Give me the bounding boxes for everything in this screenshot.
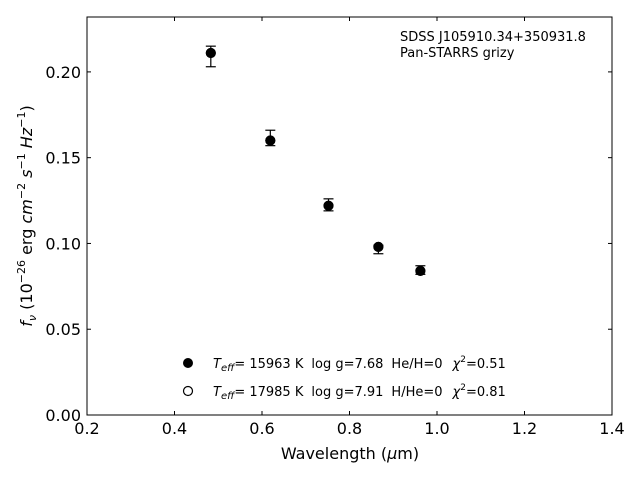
x-tick-label: 0.6 bbox=[249, 419, 274, 438]
data-point-filled-circle bbox=[323, 200, 334, 211]
plot-area-frame bbox=[86, 16, 613, 416]
legend-marker-filled-circle bbox=[183, 358, 193, 368]
y-axis-title: fν (10−26 erg cm−2 s−1 Hz−1) bbox=[15, 105, 39, 326]
x-tick-label: 1.4 bbox=[599, 419, 624, 438]
data-point-filled-circle bbox=[373, 241, 384, 252]
data-point-filled-circle bbox=[205, 48, 216, 59]
x-tick-label: 0.8 bbox=[337, 419, 362, 438]
data-point-filled-circle bbox=[415, 265, 426, 276]
x-tick-label: 0.2 bbox=[74, 419, 99, 438]
data-points bbox=[205, 45, 426, 276]
y-axis-ticks: 0.00 0.05 0.10 0.15 0.20 bbox=[45, 63, 612, 425]
data-point-filled-circle bbox=[265, 135, 276, 146]
x-tick-label: 1.0 bbox=[424, 419, 449, 438]
x-axis-ticks: 0.2 0.4 0.6 0.8 1.0 1.2 1.4 bbox=[74, 17, 625, 438]
x-tick-label: 1.2 bbox=[512, 419, 537, 438]
x-tick-label: 0.4 bbox=[162, 419, 187, 438]
y-tick-label: 0.00 bbox=[45, 406, 81, 425]
x-axis-title: Wavelength (μm) bbox=[281, 444, 419, 463]
legend-marker-open-circle bbox=[182, 385, 194, 397]
y-tick-label: 0.05 bbox=[45, 320, 81, 339]
annotation-survey-name: Pan-STARRS grizy bbox=[400, 46, 515, 61]
y-tick-label: 0.15 bbox=[45, 149, 81, 168]
y-tick-label: 0.10 bbox=[45, 234, 81, 253]
annotation-object-name: SDSS J105910.34+350931.8 bbox=[400, 30, 586, 45]
y-tick-label: 0.20 bbox=[45, 63, 81, 82]
